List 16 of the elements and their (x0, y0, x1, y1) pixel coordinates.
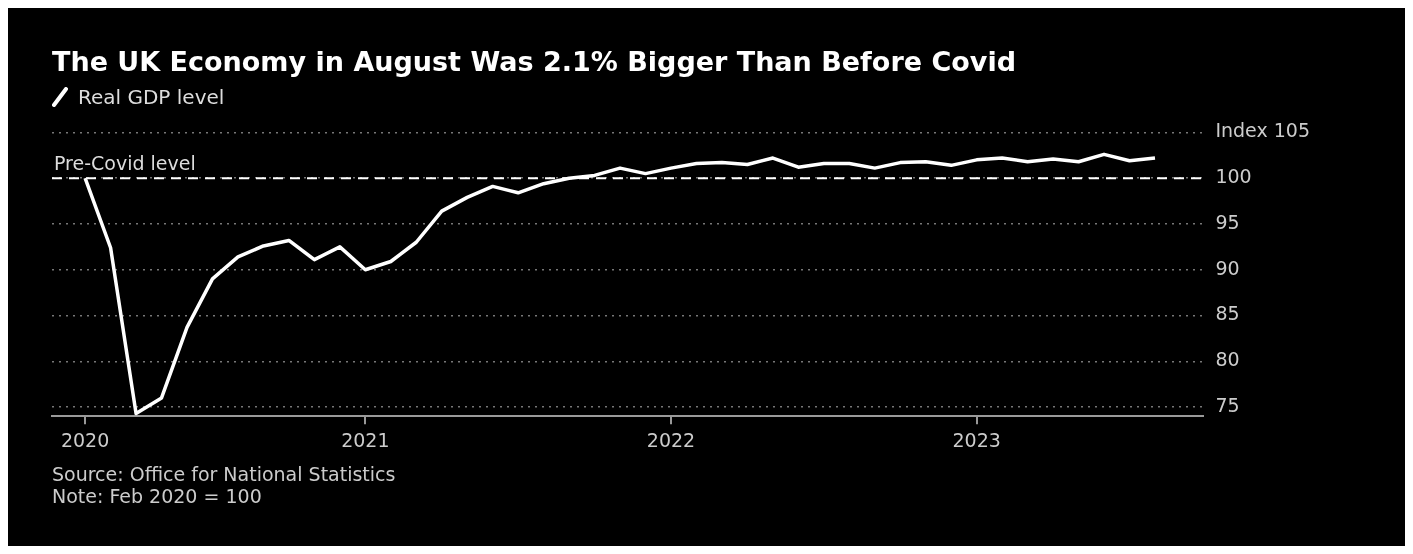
y-tick-label: 75 (1215, 393, 1240, 416)
y-tick-label: 80 (1215, 348, 1240, 371)
y-tick-label: 100 (1215, 165, 1252, 188)
text: Note: Feb 2020 = 100 (52, 485, 263, 507)
y-tick-label: Index 105 (1215, 119, 1311, 142)
source-note: Source: Office for National Statistics (52, 463, 397, 485)
y-tick-label: 90 (1215, 256, 1240, 279)
y-tick-label: 85 (1215, 302, 1240, 325)
chart-title: The UK Economy in August Was 2.1% Bigger Than Before Covid (52, 46, 1017, 77)
x-tick-label: 2020 (60, 428, 110, 451)
x-tick-label: 2023 (952, 428, 1001, 451)
ref-line-label: Pre-Covid level (54, 151, 196, 174)
legend-label: Real GDP level (78, 85, 225, 109)
x-tick-label: 2022 (646, 428, 696, 451)
y-tick-label: 95 (1215, 210, 1240, 233)
x-tick-label: 2021 (341, 428, 390, 451)
